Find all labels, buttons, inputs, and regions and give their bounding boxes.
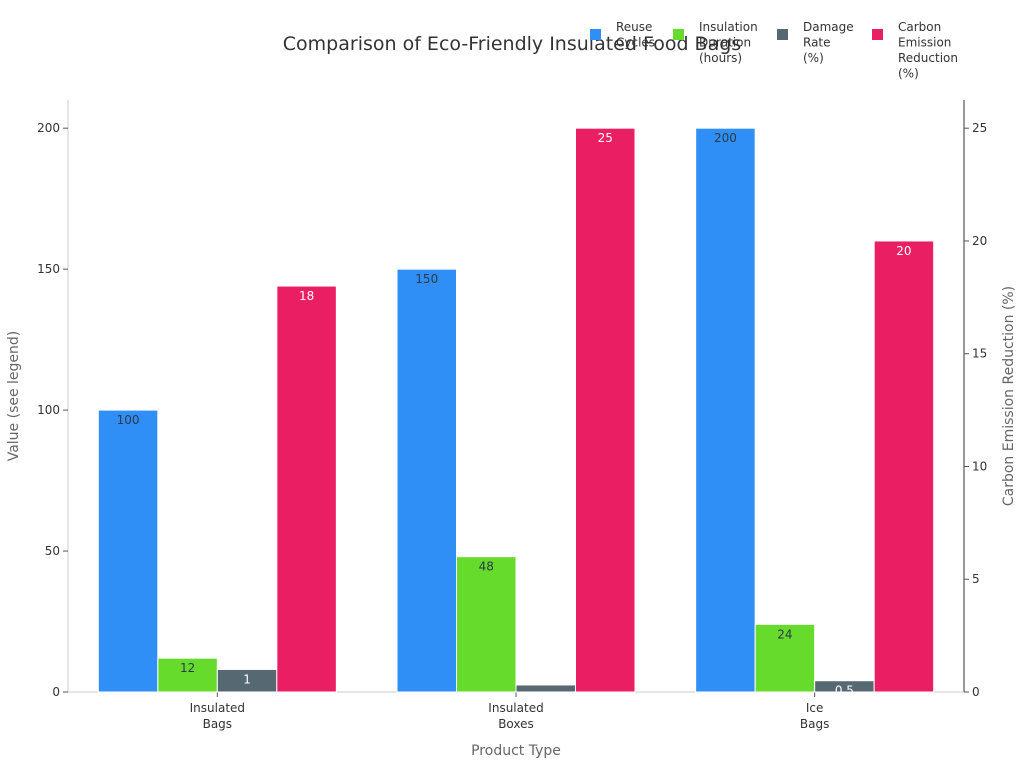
y-axis-right-label: Carbon Emission Reduction (%)	[1001, 286, 1017, 506]
y-tick-label-right: 20	[972, 234, 987, 248]
legend-entry-line: Carbon	[898, 20, 941, 34]
x-tick-label-line: Bags	[203, 717, 232, 731]
legend-swatch	[872, 29, 883, 40]
bar-value-label: 20	[896, 244, 911, 258]
y-tick-label-right: 25	[972, 121, 987, 135]
x-tick-label-line: Ice	[806, 701, 824, 715]
bar-value-label: 150	[415, 272, 438, 286]
bar-value-label: 12	[180, 661, 195, 675]
bar-value-label: 48	[479, 560, 494, 574]
bar	[575, 127, 636, 693]
bar-value-label: 1	[243, 672, 251, 686]
bar	[515, 684, 576, 693]
y-tick-label-left: 0	[52, 685, 60, 699]
y-tick-label-left: 100	[37, 403, 60, 417]
bar	[97, 409, 159, 693]
x-tick-label: Ice Bags	[800, 701, 829, 731]
legend-entry-line: Duration	[699, 36, 751, 50]
bar-value-label: 24	[777, 627, 792, 641]
legend-entry-line: (%)	[898, 67, 919, 81]
legend: Reuse Cycles Insulation Duration (hours) Dama…	[590, 20, 958, 81]
legend-entry-line: Cycles	[616, 36, 655, 50]
y-tick-label-right: 15	[972, 347, 987, 361]
bar	[396, 268, 457, 693]
legend-entry-line: Reduction	[898, 51, 958, 65]
legend-entry-label: Damage Rate (%)	[803, 20, 854, 65]
x-tick-label-line: Boxes	[498, 717, 534, 731]
legend-entry-label: Carbon Emission Reduction (%)	[898, 20, 958, 81]
bar-labels-layer: 100 12 1 18 150 48 25 200 24 0.5 20	[117, 131, 912, 698]
legend-entry-line: Reuse	[616, 20, 652, 34]
y-tick-label-right: 5	[972, 572, 980, 586]
legend-entry-label: Reuse Cycles	[616, 20, 655, 50]
bar-value-label: 200	[714, 131, 737, 145]
bar	[456, 556, 517, 693]
x-tick-label-line: Insulated	[488, 701, 543, 715]
y-tick-label-left: 200	[37, 121, 60, 135]
y-tick-label-left: 50	[45, 544, 60, 558]
bar-value-label: 0.5	[835, 684, 854, 698]
bar	[754, 623, 816, 693]
x-tick-label-line: Bags	[800, 717, 829, 731]
x-tick-label: Insulated Bags	[190, 701, 245, 731]
bar	[276, 285, 337, 693]
legend-entry-label: Insulation Duration (hours)	[699, 20, 758, 65]
bar	[873, 240, 935, 693]
bar	[695, 127, 756, 693]
legend-entry-line: (%)	[803, 51, 824, 65]
legend-entry-line: Rate	[803, 36, 831, 50]
bars-layer	[97, 127, 935, 693]
legend-swatch	[673, 29, 684, 40]
legend-swatch	[590, 29, 601, 40]
y-tick-label-right: 10	[972, 459, 987, 473]
legend-entry-line: Damage	[803, 20, 854, 34]
x-tick-label: Insulated Boxes	[488, 701, 543, 731]
y-tick-label-right: 0	[972, 685, 980, 699]
legend-swatch	[777, 29, 788, 40]
x-tick-label-line: Insulated	[190, 701, 245, 715]
bar-value-label: 18	[299, 289, 314, 303]
bar-value-label: 100	[117, 413, 140, 427]
chart-title: Comparison of Eco-Friendly Insulated Foo…	[283, 33, 741, 55]
legend-entry-line: Insulation	[699, 20, 758, 34]
x-axis-label: Product Type	[471, 743, 561, 759]
legend-entry-line: Emission	[898, 36, 951, 50]
y-axis-label: Value (see legend)	[6, 331, 22, 462]
y-tick-label-left: 150	[37, 262, 60, 276]
legend-entry-line: (hours)	[699, 51, 742, 65]
bar-value-label: 25	[598, 131, 613, 145]
